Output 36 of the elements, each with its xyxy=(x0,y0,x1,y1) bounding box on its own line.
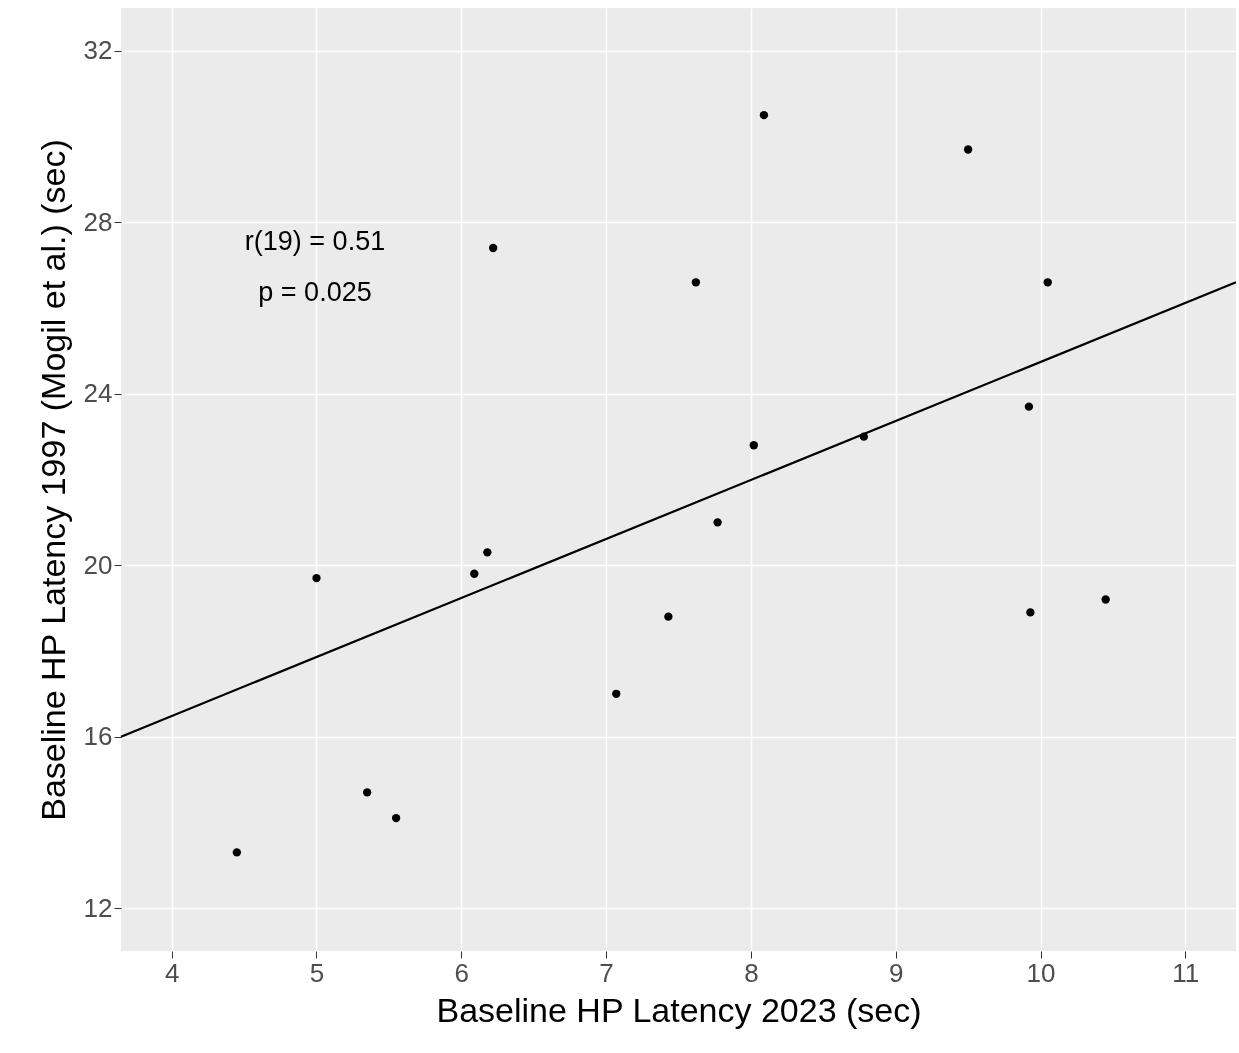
point xyxy=(232,848,242,857)
y-tick-label: 12 xyxy=(83,892,113,923)
point xyxy=(691,278,701,287)
point xyxy=(483,548,492,557)
y-tick-label: 32 xyxy=(83,35,113,66)
annotation: p = 0.025 xyxy=(258,277,372,307)
point xyxy=(1043,278,1052,287)
point xyxy=(1026,608,1035,617)
y-tick-label: 28 xyxy=(83,206,113,237)
annotation: r(19) = 0.51 xyxy=(244,226,386,256)
x-tick-label: 8 xyxy=(744,957,759,988)
point xyxy=(1024,402,1034,411)
x-tick-label: 11 xyxy=(1172,957,1200,988)
x-tick-label: 10 xyxy=(1026,957,1056,988)
y-tick-label: 24 xyxy=(83,378,113,409)
x-tick-label: 6 xyxy=(454,957,470,988)
point xyxy=(1101,595,1110,604)
y-axis-title: Baseline HP Latency 1997 (Mogil et al.) (sec) xyxy=(33,139,72,821)
point xyxy=(664,612,673,621)
point xyxy=(391,813,401,823)
point xyxy=(312,573,321,583)
x-axis-title: Baseline HP Latency 2023 (sec) xyxy=(436,990,922,1029)
y-tick-label: 20 xyxy=(83,549,113,580)
x-tick-label: 4 xyxy=(164,957,180,988)
point xyxy=(759,110,769,120)
point xyxy=(470,569,479,578)
x-tick-label: 7 xyxy=(599,957,614,988)
y-tick-label: 16 xyxy=(83,721,113,752)
x-tick-label: 5 xyxy=(309,957,325,988)
point xyxy=(612,689,621,698)
point xyxy=(488,243,498,253)
point xyxy=(749,441,758,450)
point xyxy=(713,518,722,527)
point xyxy=(362,788,372,797)
x-tick-label: 9 xyxy=(888,957,904,988)
point xyxy=(963,145,973,154)
